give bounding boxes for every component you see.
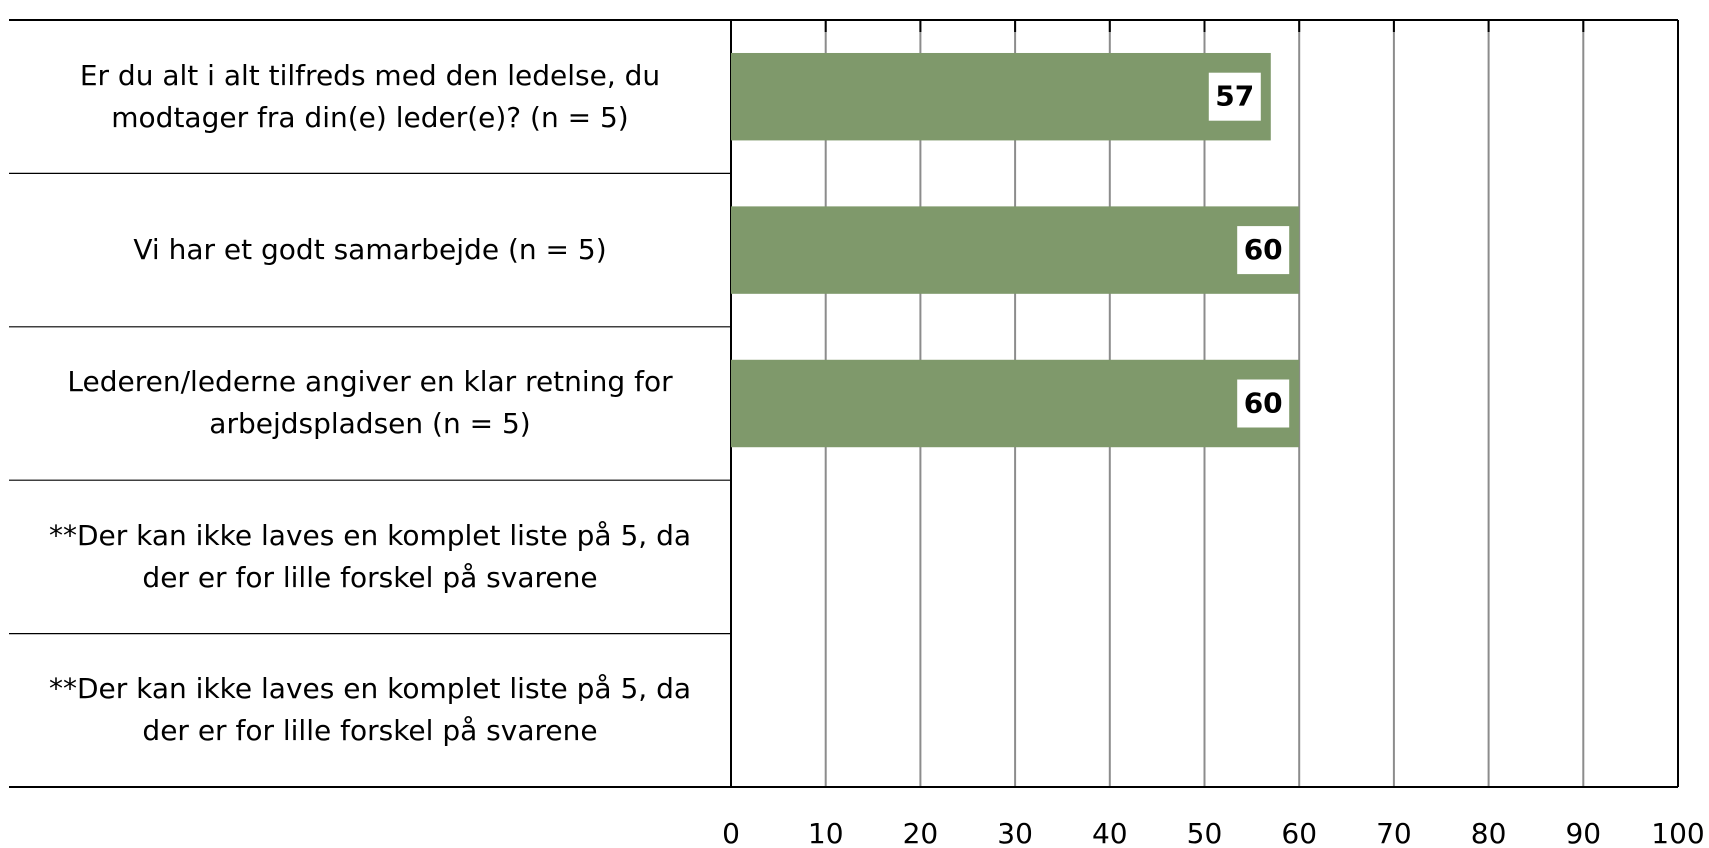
x-tick-label: 60 xyxy=(1281,817,1317,848)
x-tick-label: 90 xyxy=(1565,817,1601,848)
x-tick-label: 100 xyxy=(1651,817,1704,848)
x-tick-label: 10 xyxy=(808,817,844,848)
bar xyxy=(731,359,1300,448)
x-tick-label: 80 xyxy=(1471,817,1507,848)
category-label: Lederen/lederne angiver en klar retning … xyxy=(67,365,673,441)
value-label-box xyxy=(1237,226,1290,275)
value-label: 57 xyxy=(1215,80,1254,113)
bar xyxy=(731,206,1300,294)
bar xyxy=(731,52,1271,141)
value-label: 60 xyxy=(1244,387,1283,420)
x-tick-label: 0 xyxy=(722,817,740,848)
x-tick-label: 70 xyxy=(1376,817,1412,848)
value-label: 60 xyxy=(1244,233,1283,266)
x-tick-label: 40 xyxy=(1092,817,1128,848)
category-label: **Der kan ikke laves en komplet liste på… xyxy=(48,672,692,748)
category-label: **Der kan ikke laves en komplet liste på… xyxy=(48,518,692,594)
category-label: Vi har et godt samarbejde (n = 5) xyxy=(133,233,607,267)
value-label-box xyxy=(1208,72,1261,121)
value-label-box xyxy=(1237,379,1290,428)
x-tick-label: 20 xyxy=(903,817,939,848)
x-tick-label: 30 xyxy=(997,817,1033,848)
category-label: Er du alt i alt tilfreds med den ledelse… xyxy=(79,58,661,134)
x-tick-label: 50 xyxy=(1187,817,1223,848)
